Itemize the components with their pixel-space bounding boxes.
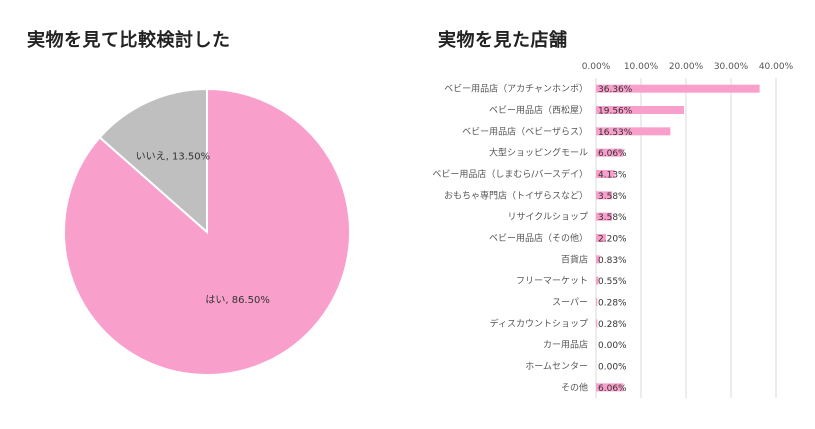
data-label: 3.58% xyxy=(598,213,627,223)
data-label: 6.06% xyxy=(598,384,627,394)
category-label: フリーマーケット xyxy=(516,276,588,287)
category-label: カー用品店 xyxy=(543,339,588,351)
bar xyxy=(596,298,598,306)
category-label: スーパー xyxy=(552,297,588,308)
bar xyxy=(596,84,760,93)
category-label: ベビー用品店（しまむら/バースデイ） xyxy=(432,168,588,180)
category-label: ディスカウントショップ xyxy=(490,317,588,329)
bar xyxy=(596,127,671,136)
bar xyxy=(596,106,685,114)
category-label: その他 xyxy=(561,381,588,393)
bar xyxy=(596,255,600,264)
pie-slice-label: いいえ, 13.50% xyxy=(136,150,211,162)
data-label: 6.06% xyxy=(598,149,627,159)
category-label: 大型ショッピングモール xyxy=(489,147,588,159)
x-tick-label: 0.00% xyxy=(582,62,611,72)
data-label: 0.83% xyxy=(598,256,627,266)
bar xyxy=(596,383,624,392)
bar xyxy=(596,319,598,328)
data-label: 36.36% xyxy=(598,85,633,95)
category-label: ベビー用品店（西松屋） xyxy=(489,104,588,116)
bar xyxy=(596,234,606,242)
data-label: 0.00% xyxy=(598,363,627,373)
data-label: 2.20% xyxy=(598,235,627,245)
category-label: ベビー用品店（その他） xyxy=(489,232,588,244)
data-label: 4.13% xyxy=(598,171,627,181)
data-label: 19.56% xyxy=(598,107,633,117)
category-label: リサイクルショップ xyxy=(507,212,588,223)
data-label: 3.58% xyxy=(598,192,627,202)
x-tick-label: 20.00% xyxy=(669,62,704,72)
category-label: ベビー用品店（ベビーザらス） xyxy=(462,125,588,137)
bar-chart-title: 実物を見た店舗 xyxy=(438,30,568,51)
x-tick-label: 30.00% xyxy=(714,62,749,72)
bar xyxy=(596,191,613,200)
category-label: おもちゃ専門店（トイザらスなど） xyxy=(444,189,588,201)
data-label: 0.28% xyxy=(598,299,627,309)
data-label: 16.53% xyxy=(598,128,633,138)
pie-slice-label: はい, 86.50% xyxy=(205,294,270,306)
bar xyxy=(596,212,613,221)
bar xyxy=(596,170,615,178)
pie-chart-title: 実物を見て比較検討した xyxy=(27,30,231,51)
data-label: 0.55% xyxy=(598,277,627,287)
x-tick-label: 40.00% xyxy=(759,62,794,72)
data-label: 0.28% xyxy=(598,320,627,330)
category-label: 百貨店 xyxy=(561,253,588,265)
data-label: 0.00% xyxy=(598,341,627,351)
bar xyxy=(596,276,599,285)
category-label: ベビー用品店（アカチャンホンポ） xyxy=(444,83,588,95)
x-tick-label: 10.00% xyxy=(624,62,659,72)
pie-slice xyxy=(98,87,208,235)
bar xyxy=(596,148,624,157)
category-label: ホームセンター xyxy=(525,361,588,372)
